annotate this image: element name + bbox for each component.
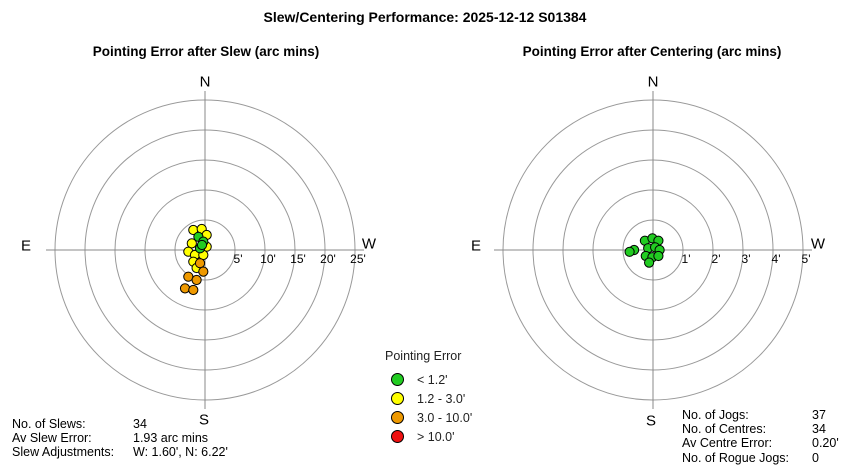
legend-color-dot-icon — [391, 373, 404, 386]
slew-compass-west-label: W — [361, 235, 377, 253]
stat-value: 0.20' — [812, 436, 839, 451]
legend-item: < 1.2' — [385, 370, 472, 389]
centering-compass-south-label: S — [645, 412, 657, 430]
stat-value: 37 — [812, 408, 826, 422]
legend-item: > 10.0' — [385, 427, 472, 446]
stat-row: Av Slew Error: 1.93 arc mins — [12, 431, 228, 445]
legend-item-label: 1.2 - 3.0' — [417, 391, 466, 406]
centering-compass-north-label: N — [647, 73, 659, 91]
stat-row: No. of Slews: 34 — [12, 417, 228, 431]
slew-compass-north-label: N — [199, 73, 211, 91]
stat-value: 1.93 arc mins — [133, 431, 209, 446]
ring-tick-label: 20' — [320, 252, 336, 266]
stat-label: Slew Adjustments: — [12, 445, 115, 460]
ring-tick-label: 4' — [772, 252, 781, 266]
stat-label: No. of Centres: — [682, 422, 767, 437]
centering-stats: No. of Jogs: 37 No. of Centres: 34 Av Ce… — [682, 408, 839, 465]
data-point — [188, 284, 199, 296]
slew-plot-title: Pointing Error after Slew (arc mins) — [92, 44, 320, 59]
legend-item-label: 3.0 - 10.0' — [417, 410, 473, 425]
stat-value: 34 — [812, 422, 826, 437]
stat-row: Av Centre Error: 0.20' — [682, 436, 839, 450]
stat-row: No. of Rogue Jogs: 0 — [682, 451, 839, 465]
legend-item: 3.0 - 10.0' — [385, 408, 472, 427]
legend-items: < 1.2' 1.2 - 3.0' 3.0 - 10.0' > 10.0' — [385, 370, 472, 446]
ring-tick-label: 3' — [742, 252, 751, 266]
ring-tick-label: 15' — [290, 252, 306, 266]
centering-compass-east-label: E — [470, 237, 482, 255]
centering-plot-title: Pointing Error after Centering (arc mins… — [522, 44, 782, 59]
legend: Pointing Error < 1.2' 1.2 - 3.0' 3.0 - 1… — [385, 349, 472, 446]
stat-label: Av Centre Error: — [682, 436, 773, 451]
legend-color-dot-icon — [391, 430, 404, 443]
stat-row: No. of Jogs: 37 — [682, 408, 839, 422]
legend-item-label: > 10.0' — [417, 429, 455, 444]
slew-compass-east-label: E — [20, 237, 32, 255]
stat-row: No. of Centres: 34 — [682, 422, 839, 436]
legend-color-dot-icon — [391, 392, 404, 405]
ring-tick-label: 5' — [234, 252, 243, 266]
ring-tick-label: 1' — [682, 252, 691, 266]
stat-label: No. of Jogs: — [682, 408, 749, 422]
slew-stats: No. of Slews: 34 Av Slew Error: 1.93 arc… — [12, 417, 228, 460]
stat-value: 34 — [133, 417, 147, 431]
stat-label: Av Slew Error: — [12, 431, 92, 446]
legend-item-label: < 1.2' — [417, 372, 448, 387]
ring-tick-label: 2' — [712, 252, 721, 266]
legend-color-dot-icon — [391, 411, 404, 424]
centering-compass-west-label: W — [810, 235, 826, 253]
data-point — [624, 246, 635, 257]
data-point — [179, 283, 191, 294]
data-point — [198, 266, 209, 277]
legend-title: Pointing Error — [385, 349, 462, 363]
ring-tick-label: 5' — [802, 252, 811, 266]
slew-compass-south-label: S — [198, 411, 210, 429]
stat-label: No. of Rogue Jogs: — [682, 450, 790, 465]
data-point — [196, 239, 208, 251]
page-title: Slew/Centering Performance: 2025-12-12 S… — [263, 9, 587, 25]
stat-row: Slew Adjustments: W: 1.60', N: 6.22' — [12, 445, 228, 459]
data-point — [194, 258, 206, 269]
data-point — [191, 274, 202, 286]
stat-label: No. of Slews: — [12, 417, 86, 431]
data-point — [644, 257, 655, 268]
stat-value: 0 — [812, 450, 819, 465]
legend-item: 1.2 - 3.0' — [385, 389, 472, 408]
ring-tick-label: 25' — [350, 252, 366, 266]
ring-tick-label: 10' — [260, 252, 276, 266]
data-point — [653, 250, 664, 262]
stat-value: W: 1.60', N: 6.22' — [133, 445, 228, 460]
